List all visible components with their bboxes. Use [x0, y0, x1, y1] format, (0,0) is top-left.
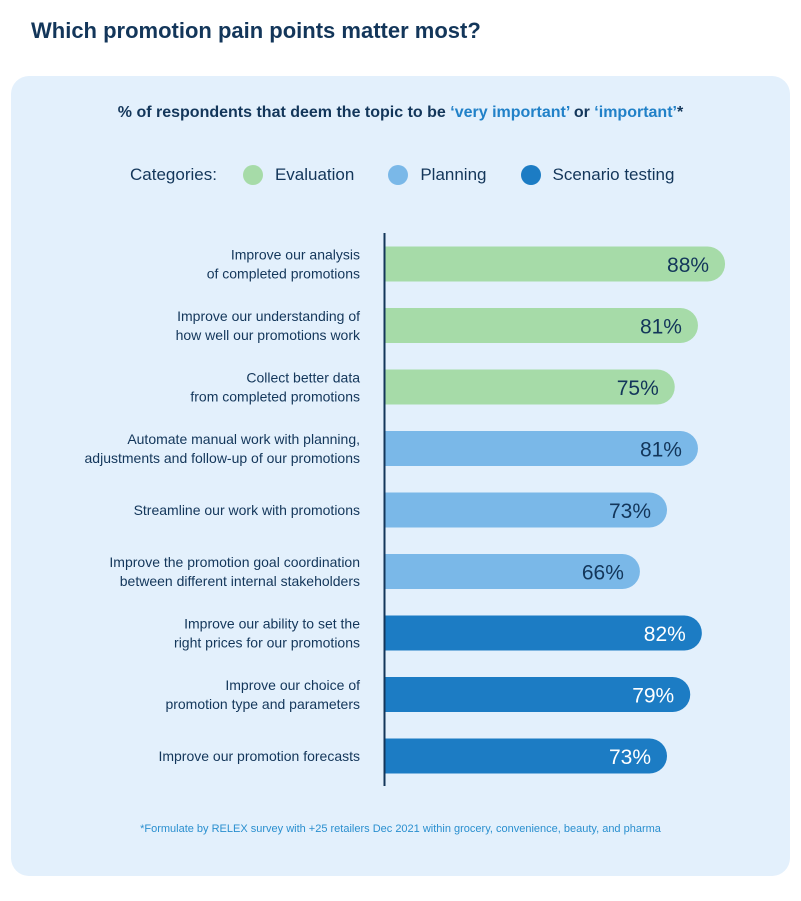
category-label: of completed promotions [207, 266, 360, 282]
bar [385, 492, 668, 528]
bar-value-label: 73% [609, 746, 651, 769]
category-label: Improve our understanding of [177, 308, 360, 324]
legend-text-scenario-testing: Scenario testing [552, 165, 675, 184]
bar-chart: 88% Improve our analysis of completed prom… [85, 233, 726, 786]
bar-value-label: 79% [632, 685, 674, 708]
legend-text-evaluation: Evaluation [274, 165, 355, 184]
category-label: adjustments and follow-up of our promoti… [85, 450, 360, 466]
bar [385, 369, 675, 405]
category-label: between different internal stakeholders [120, 573, 360, 589]
category-label: promotion type and parameters [165, 696, 360, 712]
category-label: Improve the promotion goal coordination [109, 554, 360, 570]
category-label: from completed promotions [190, 389, 360, 405]
bar [385, 246, 726, 282]
bar-value-label: 66% [582, 562, 624, 585]
bar [385, 554, 640, 589]
bar [385, 431, 698, 466]
bar-value-label: 75% [617, 377, 659, 400]
category-label: how well our promotions work [176, 327, 361, 343]
legend-swatch-planning [388, 165, 409, 185]
bar [385, 308, 698, 343]
subtitle-suffix: * [676, 104, 684, 121]
footnote: *Formulate by RELEX survey with +25 reta… [140, 823, 661, 835]
chart-card: % of respondents that deem the topic to … [11, 76, 790, 876]
subtitle-mid: or [569, 104, 595, 121]
subtitle-highlight-important: ‘important’ [594, 104, 677, 121]
subtitle-prefix: % of respondents that deem the topic to … [117, 104, 451, 121]
bar [385, 738, 668, 774]
subtitle-highlight-very-important: ‘very important’ [450, 104, 570, 121]
bar-value-label: 81% [640, 439, 682, 462]
legend-swatch-evaluation [242, 165, 263, 185]
category-label: Improve our analysis [231, 247, 360, 263]
legend-swatch-scenario-testing [520, 165, 541, 185]
category-label: Automate manual work with planning, [127, 431, 360, 447]
legend-item-planning: Planning [388, 165, 520, 185]
category-label: Streamline our work with promotions [134, 502, 360, 518]
category-label: Improve our choice of [225, 677, 360, 693]
bar-value-label: 81% [640, 316, 682, 339]
category-label: Improve our promotion forecasts [158, 748, 360, 764]
category-label: right prices for our promotions [174, 635, 360, 651]
bar [385, 615, 702, 651]
chart-subtitle: % of respondents that deem the topic to … [11, 104, 790, 122]
category-label: Collect better data [246, 370, 360, 386]
category-label: Improve our ability to set the [184, 616, 360, 632]
bar [385, 677, 691, 712]
legend-label: Categories: [130, 165, 217, 184]
chart-legend: Categories: Evaluation Planning Scenario… [130, 164, 674, 186]
page-title: Which promotion pain points matter most? [31, 18, 481, 43]
legend-item-evaluation: Evaluation [242, 165, 388, 185]
bar-value-label: 88% [667, 254, 709, 277]
legend-item-scenario-testing: Scenario testing [520, 165, 675, 185]
bar-value-label: 73% [609, 500, 651, 523]
legend-text-planning: Planning [420, 165, 487, 184]
bar-value-label: 82% [644, 623, 686, 646]
